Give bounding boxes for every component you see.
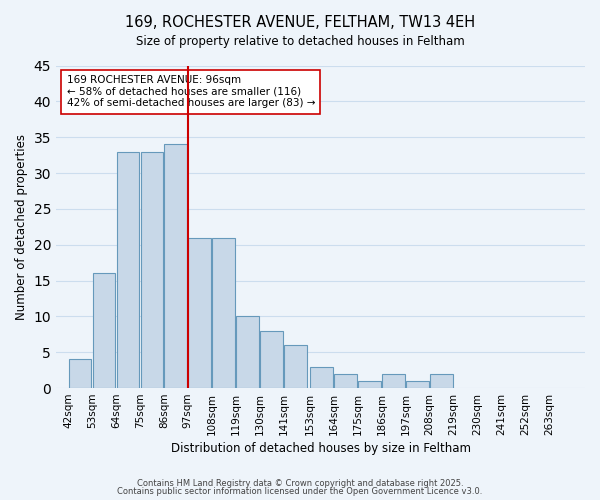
Bar xyxy=(68,360,91,388)
Bar xyxy=(260,330,283,388)
Bar xyxy=(236,316,259,388)
Text: Contains public sector information licensed under the Open Government Licence v3: Contains public sector information licen… xyxy=(118,487,482,496)
Bar xyxy=(92,274,115,388)
Bar xyxy=(116,152,139,388)
Text: Contains HM Land Registry data © Crown copyright and database right 2025.: Contains HM Land Registry data © Crown c… xyxy=(137,478,463,488)
Y-axis label: Number of detached properties: Number of detached properties xyxy=(15,134,28,320)
Bar xyxy=(188,238,211,388)
Bar xyxy=(140,152,163,388)
Text: Size of property relative to detached houses in Feltham: Size of property relative to detached ho… xyxy=(136,35,464,48)
Text: 169 ROCHESTER AVENUE: 96sqm
← 58% of detached houses are smaller (116)
42% of se: 169 ROCHESTER AVENUE: 96sqm ← 58% of det… xyxy=(67,75,315,108)
Bar xyxy=(358,381,381,388)
Bar xyxy=(164,144,187,388)
X-axis label: Distribution of detached houses by size in Feltham: Distribution of detached houses by size … xyxy=(170,442,470,455)
Bar xyxy=(406,381,429,388)
Text: 169, ROCHESTER AVENUE, FELTHAM, TW13 4EH: 169, ROCHESTER AVENUE, FELTHAM, TW13 4EH xyxy=(125,15,475,30)
Bar xyxy=(212,238,235,388)
Bar xyxy=(382,374,405,388)
Bar xyxy=(334,374,357,388)
Bar xyxy=(430,374,452,388)
Bar xyxy=(310,366,333,388)
Bar xyxy=(284,345,307,388)
